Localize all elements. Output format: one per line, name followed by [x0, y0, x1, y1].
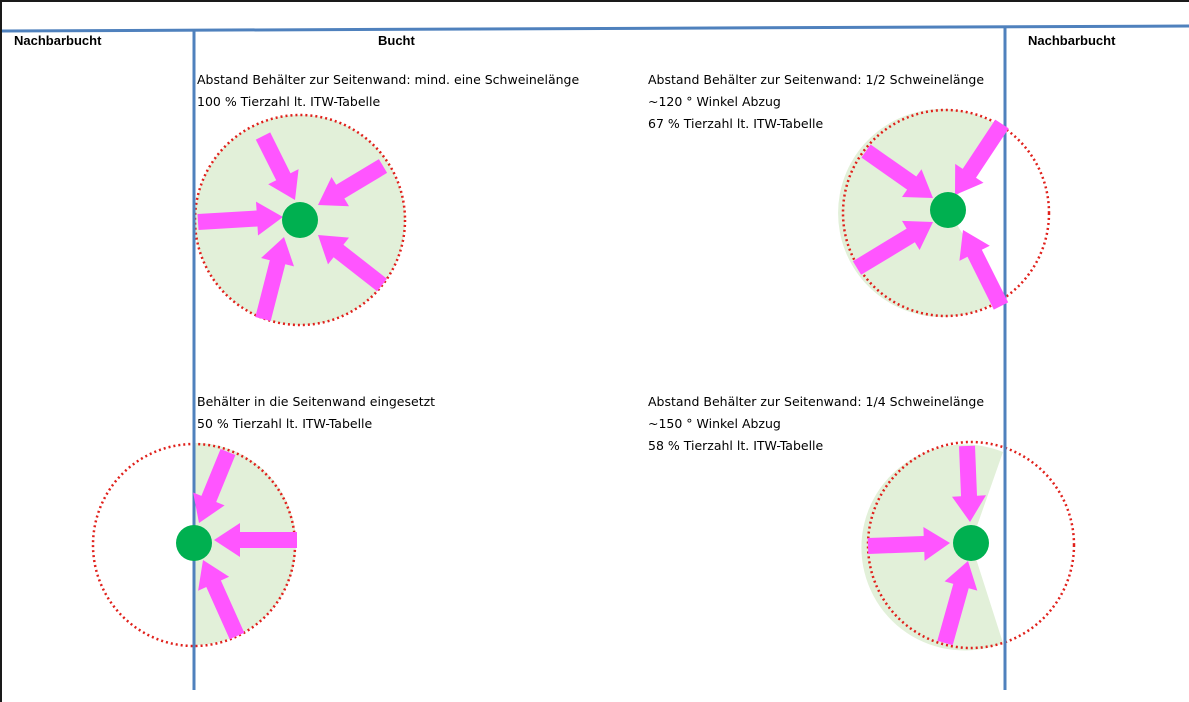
caption-line: Behälter in die Seitenwand eingesetzt: [197, 394, 436, 409]
pig-approach-arrow-icon: [255, 237, 294, 321]
pig-approach-arrow-icon: [861, 144, 933, 198]
caption-line: ~120 ° Winkel Abzug: [648, 94, 781, 109]
pig-approach-arrow-icon: [318, 159, 388, 207]
right-neighbor-pen-label: Nachbarbucht: [1028, 33, 1116, 48]
pen-label: Bucht: [378, 33, 415, 48]
feeder-dot-icon: [930, 192, 966, 228]
caption-line: Abstand Behälter zur Seitenwand: 1/4 Sch…: [648, 394, 985, 409]
feeder-dot-icon: [953, 525, 989, 561]
caption-line: 100 % Tierzahl lt. ITW-Tabelle: [197, 94, 381, 109]
feeder-dot-icon: [282, 202, 318, 238]
caption-line: Abstand Behälter zur Seitenwand: mind. e…: [197, 72, 580, 87]
pig-approach-arrow-icon: [937, 561, 978, 646]
caption-line: 58 % Tierzahl lt. ITW-Tabelle: [648, 438, 824, 453]
caption-top-right: Abstand Behälter zur Seitenwand: 1/2 Sch…: [648, 69, 984, 135]
boundary-circle-bottom-right: [866, 440, 1076, 650]
pig-approach-arrow-icon: [197, 201, 283, 236]
pig-approach-arrow-icon: [214, 523, 297, 557]
pig-approach-arrow-icon: [867, 527, 950, 561]
pig-approach-arrow-icon: [955, 119, 1009, 195]
caption-line: Abstand Behälter zur Seitenwand: 1/2 Sch…: [648, 72, 985, 87]
wall-top: [1, 24, 1189, 33]
boundary-circle-top-right: [841, 108, 1051, 318]
pig-approach-arrow-icon: [198, 560, 245, 640]
caption-line: 67 % Tierzahl lt. ITW-Tabelle: [648, 116, 824, 131]
pig-approach-arrow-icon: [959, 230, 1009, 310]
pig-approach-arrow-icon: [255, 132, 299, 200]
feeder-dot-icon: [176, 525, 212, 561]
pig-approach-arrow-icon: [318, 235, 387, 292]
pig-approach-arrow-icon: [193, 449, 236, 523]
left-neighbor-pen-label: Nachbarbucht: [14, 33, 102, 48]
boundary-circle-top-left: [193, 113, 407, 327]
caption-line: ~150 ° Winkel Abzug: [648, 416, 781, 431]
pig-approach-arrow-icon: [852, 220, 933, 275]
access-area-top-right: [838, 109, 1002, 318]
caption-bottom-right: Abstand Behälter zur Seitenwand: 1/4 Sch…: [648, 391, 984, 457]
caption-top-left: Abstand Behälter zur Seitenwand: mind. e…: [197, 69, 579, 113]
pig-approach-arrow-icon: [952, 445, 986, 522]
caption-line: 50 % Tierzahl lt. ITW-Tabelle: [197, 416, 373, 431]
caption-bottom-left: Behälter in die Seitenwand eingesetzt 50…: [197, 391, 435, 435]
